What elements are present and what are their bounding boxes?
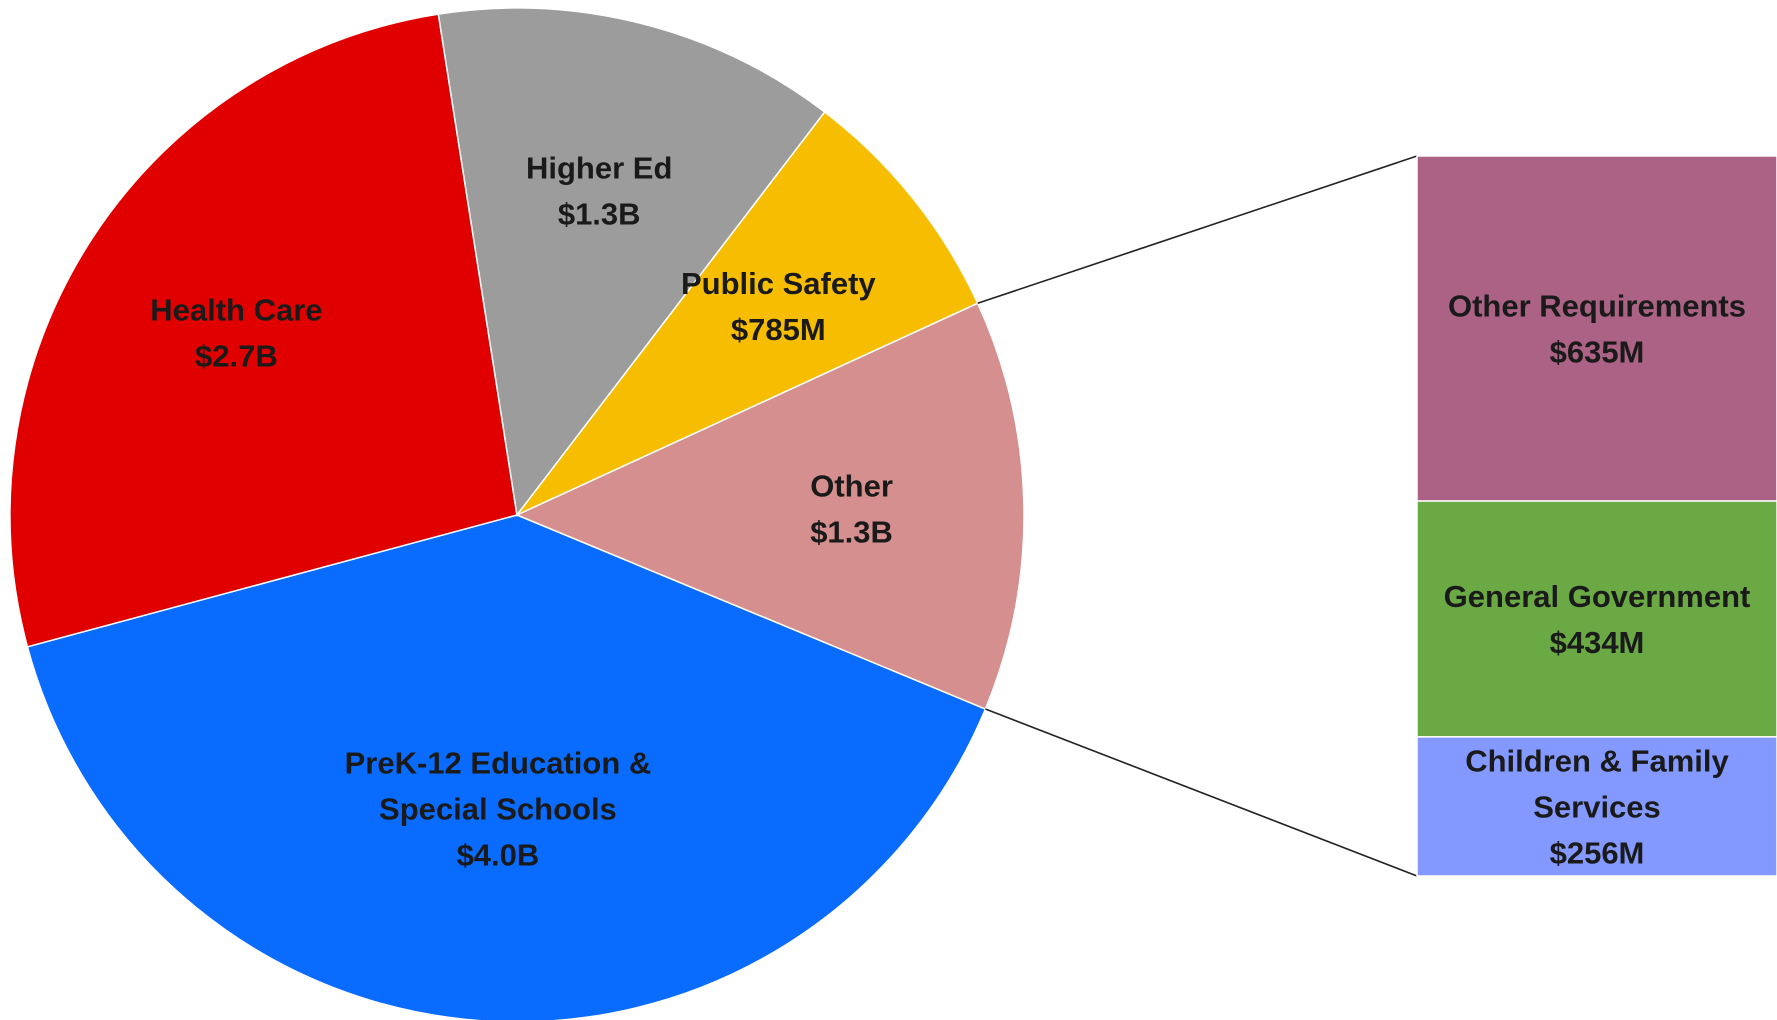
breakdown-bar <box>1416 155 1777 877</box>
slice-prek-12-education-special-schools <box>26 514 987 1020</box>
bar-segment-children-family-services <box>1416 736 1777 877</box>
slice-label-other: Other $1.3B <box>810 469 893 550</box>
slice-label-public-safety: Public Safety $785M <box>681 266 876 347</box>
slice-public-safety <box>516 110 979 516</box>
bar-label-general-government: General Government $434M <box>1444 579 1751 660</box>
bar-label-other-requirements: Other Requirements $635M <box>1448 289 1746 370</box>
connector-top <box>977 155 1418 305</box>
slice-other <box>515 302 1025 711</box>
bar-label-children-family-services: Children & Family Services $256M <box>1465 743 1729 870</box>
connector-bottom <box>985 708 1418 877</box>
pie-slices <box>9 7 1025 1020</box>
bar-segment-other-requirements <box>1416 155 1777 502</box>
slice-label-health-care: Health Care $2.7B <box>150 293 322 374</box>
slice-label-higher-ed: Higher Ed $1.3B <box>526 151 672 232</box>
slice-higher-ed <box>437 7 826 517</box>
slice-label-prek-12-education-special-schools: PreK-12 Education & Special Schools $4.0B <box>345 745 652 872</box>
slice-health-care <box>9 13 518 648</box>
bar-segment-general-government <box>1416 500 1777 738</box>
data-labels: PreK-12 Education & Special Schools $4.0B H… <box>150 151 1750 873</box>
breakdown-connectors <box>977 155 1418 877</box>
